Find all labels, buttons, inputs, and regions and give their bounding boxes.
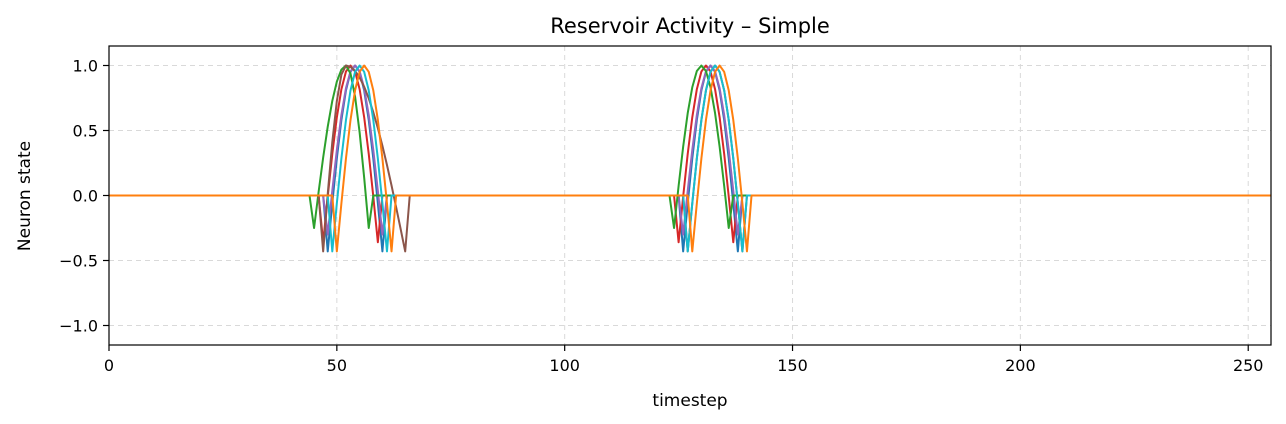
- y-tick-label: 0.5: [73, 122, 98, 141]
- chart-title: Reservoir Activity – Simple: [550, 14, 830, 38]
- y-tick-label: −0.5: [59, 252, 98, 271]
- x-tick-label: 0: [104, 356, 114, 375]
- series-line-4: [109, 64, 1271, 229]
- y-tick-label: 0.0: [73, 187, 98, 206]
- series-line-3: [109, 64, 1271, 236]
- series-lines: [109, 64, 1271, 253]
- series-line-7: [109, 64, 1271, 253]
- x-tick-label: 250: [1233, 356, 1264, 375]
- y-tick-label: 1.0: [73, 57, 98, 76]
- x-tick-label: 200: [1005, 356, 1036, 375]
- y-tick-label: −1.0: [59, 317, 98, 336]
- y-axis-label: Neuron state: [15, 141, 35, 251]
- x-axis-label: timestep: [652, 391, 727, 411]
- x-tick-label: 50: [327, 356, 347, 375]
- x-tick-label: 150: [777, 356, 808, 375]
- axis-ticks: 0 50 100 150 200 250 −1.0 −0.5 0.0 0.5 1.0: [59, 57, 1263, 376]
- x-tick-label: 100: [549, 356, 580, 375]
